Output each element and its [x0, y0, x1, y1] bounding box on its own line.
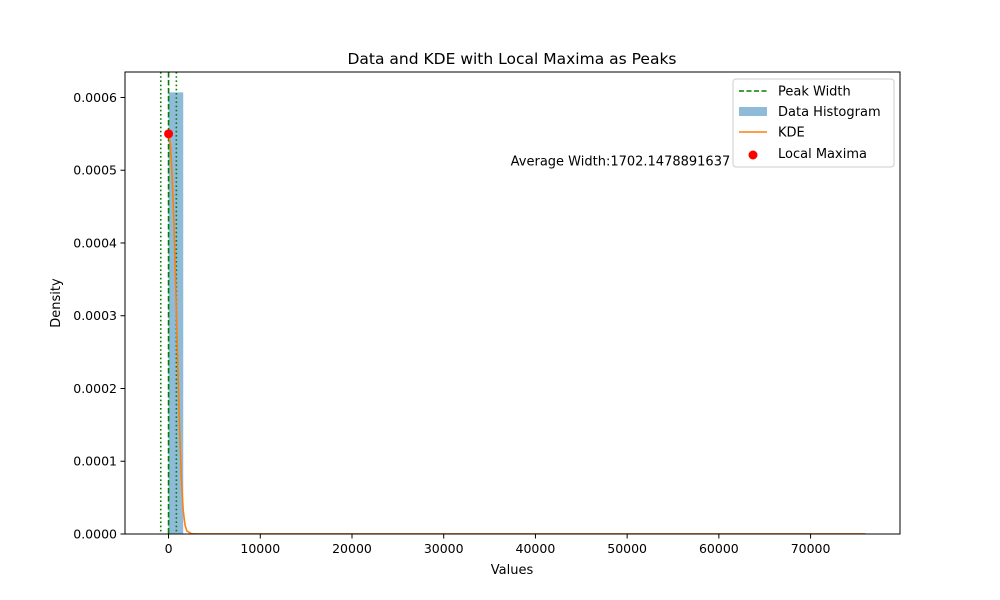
- plot-area: Average Width:1702.1478891637: [124, 71, 901, 535]
- y-tick-label-6: 0.0006: [73, 90, 117, 105]
- x-axis: 0 10000 20000 30000 40000 50000 60000 70000: [165, 534, 831, 556]
- x-tick-label-0: 0: [165, 541, 173, 556]
- legend-peak-width-label: Peak Width: [778, 85, 851, 100]
- legend-local-maxima-label: Local Maxima: [778, 147, 867, 162]
- x-tick-label-1: 10000: [240, 541, 280, 556]
- kde-layer: [167, 133, 866, 534]
- y-tick-label-4: 0.0004: [73, 235, 117, 250]
- y-tick-label-2: 0.0002: [73, 381, 117, 396]
- legend-histogram-label: Data Histogram: [778, 105, 881, 120]
- y-tick-label-0: 0.0000: [73, 527, 117, 542]
- x-tick-label-5: 50000: [607, 541, 647, 556]
- average-width-annotation: Average Width:1702.1478891637: [511, 154, 731, 169]
- chart-title: Data and KDE with Local Maxima as Peaks: [347, 50, 676, 68]
- legend: Peak Width Data Histogram KDE Local Maxi…: [732, 78, 895, 168]
- y-tick-label-5: 0.0005: [73, 163, 117, 178]
- x-tick-label-4: 40000: [516, 541, 556, 556]
- legend-frame: [732, 78, 895, 168]
- x-tick-label-7: 70000: [791, 541, 831, 556]
- y-tick-label-3: 0.0003: [73, 308, 117, 323]
- x-axis-title: Values: [491, 563, 534, 578]
- y-tick-label-1: 0.0001: [73, 454, 117, 469]
- local-maxima-layer: [164, 129, 174, 139]
- legend-local-maxima-swatch: [748, 150, 758, 160]
- legend-kde-label: KDE: [778, 126, 805, 141]
- y-axis: 0.0000 0.0001 0.0002 0.0003 0.0004 0.0005 0.00…: [73, 90, 125, 542]
- legend-histogram-swatch: [739, 107, 767, 116]
- x-tick-label-3: 30000: [424, 541, 464, 556]
- plot-frame: [124, 71, 901, 535]
- x-tick-label-6: 60000: [699, 541, 739, 556]
- y-axis-title: Density: [49, 278, 64, 328]
- local-maximum-point-0: [164, 129, 174, 139]
- x-tick-label-2: 20000: [332, 541, 372, 556]
- kde-line: [167, 133, 866, 534]
